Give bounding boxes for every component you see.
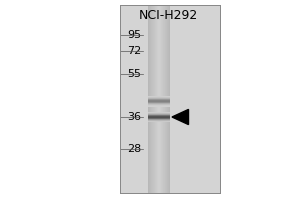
Bar [148, 105, 170, 106]
Bar [148, 101, 170, 102]
Bar [150, 5, 151, 193]
Text: NCI-H292: NCI-H292 [138, 9, 198, 22]
Bar [148, 99, 170, 100]
Text: 55: 55 [128, 69, 142, 79]
Bar [149, 5, 150, 193]
Bar [148, 5, 149, 193]
Polygon shape [172, 109, 188, 125]
Bar [158, 5, 159, 193]
Bar [148, 118, 170, 119]
Bar [159, 5, 160, 193]
Bar [148, 113, 170, 114]
Bar [157, 5, 158, 193]
Bar [163, 5, 164, 193]
Text: 95: 95 [128, 30, 142, 40]
Bar [166, 5, 167, 193]
Bar [148, 98, 170, 99]
Bar [148, 117, 170, 118]
Bar [148, 97, 170, 98]
Bar [151, 5, 152, 193]
Bar [167, 5, 168, 193]
Bar [164, 5, 165, 193]
Bar [148, 104, 170, 105]
Bar [154, 5, 155, 193]
Bar [168, 5, 169, 193]
Bar [162, 5, 163, 193]
Text: 36: 36 [128, 112, 142, 122]
Bar [165, 5, 166, 193]
Bar [148, 96, 170, 97]
Bar [120, 5, 220, 193]
Bar [155, 5, 156, 193]
Bar [148, 114, 170, 115]
Bar [154, 5, 155, 193]
Bar [153, 5, 154, 193]
Bar [148, 120, 170, 121]
Bar [148, 100, 170, 101]
Bar [148, 112, 170, 113]
Bar [148, 115, 170, 116]
Bar [148, 103, 170, 104]
Bar [156, 5, 157, 193]
Bar [148, 121, 170, 122]
Text: 72: 72 [127, 46, 142, 56]
Bar [160, 5, 161, 193]
Bar [152, 5, 153, 193]
Bar [161, 5, 162, 193]
Text: 28: 28 [127, 144, 142, 154]
Bar [148, 119, 170, 120]
Bar [169, 5, 170, 193]
Bar [148, 116, 170, 117]
Bar [148, 102, 170, 103]
